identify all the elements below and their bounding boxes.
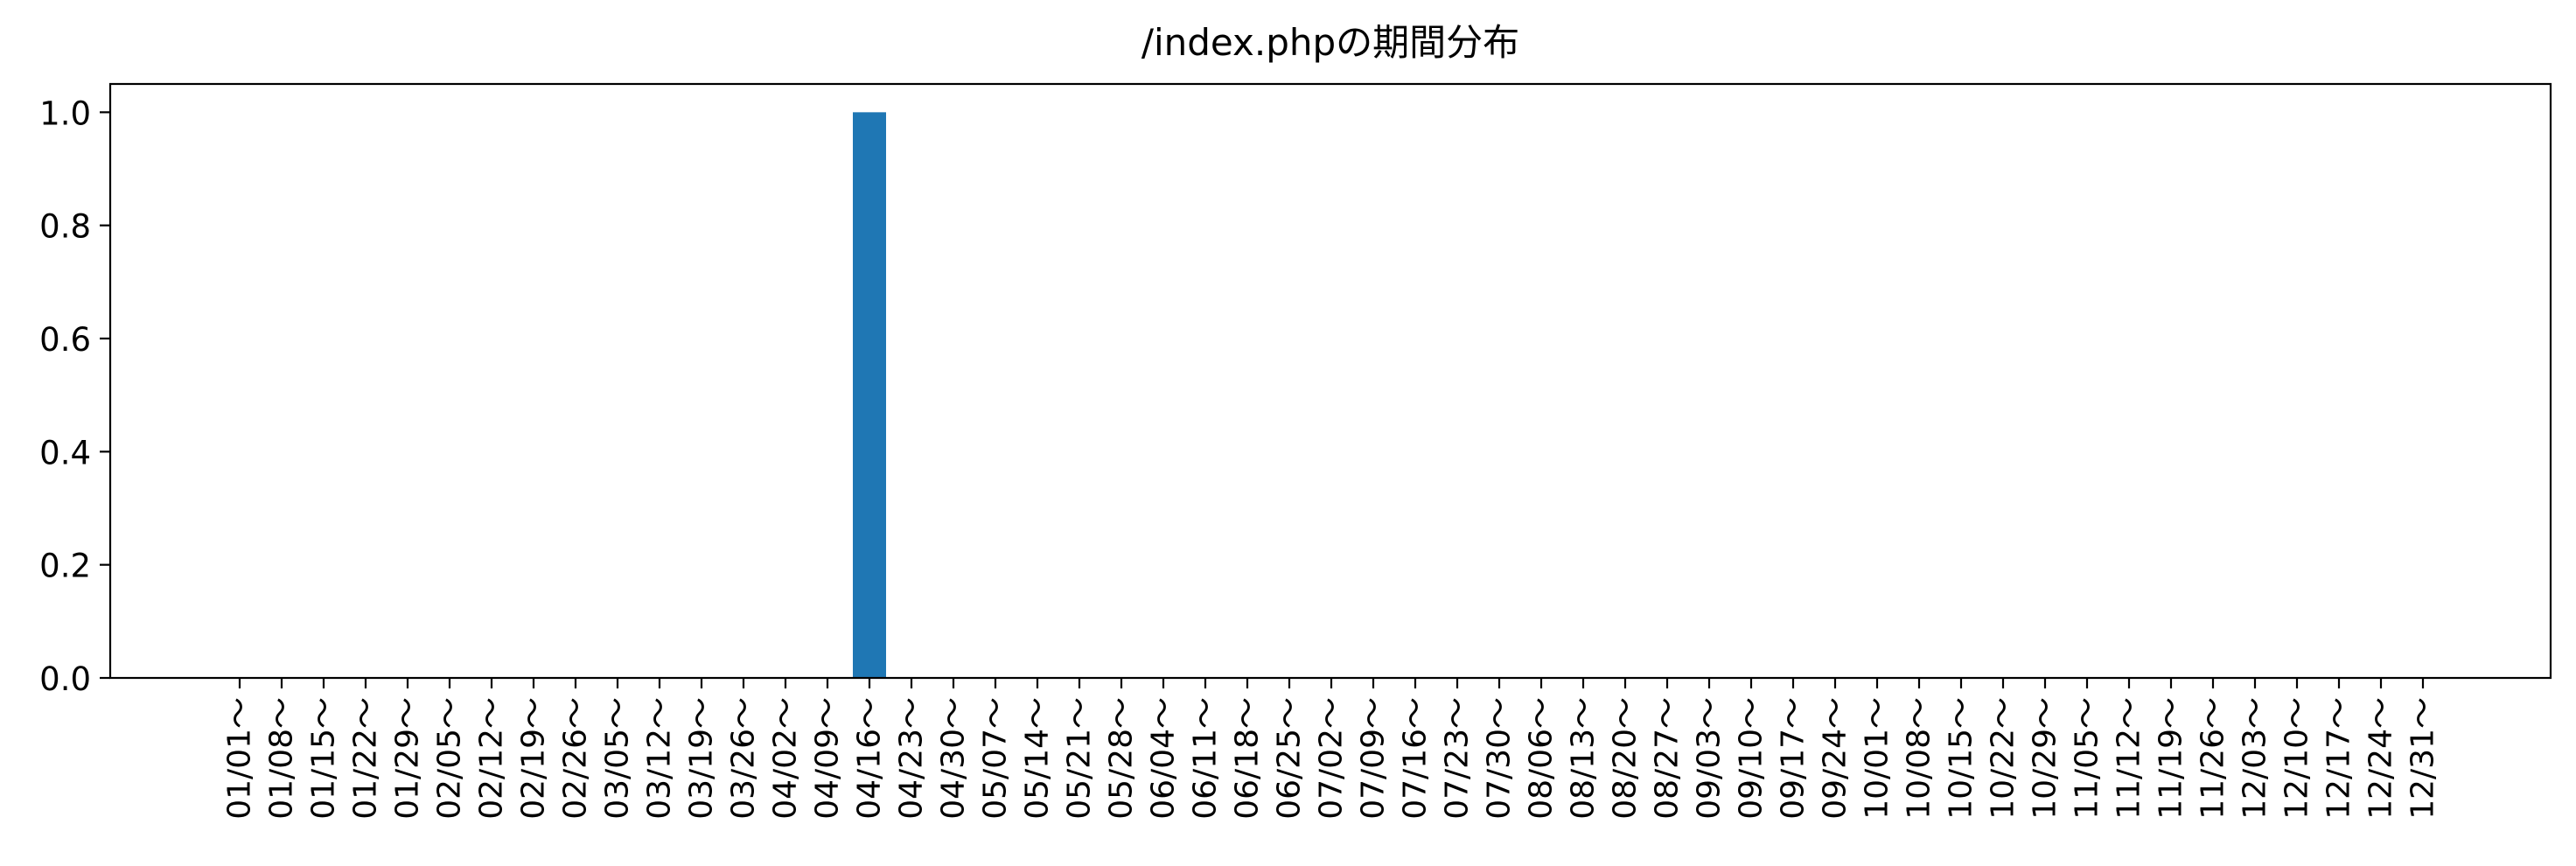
x-tick-label-41: 10/15～ [1944,697,1979,820]
x-tick-label-38: 09/24～ [1818,697,1853,820]
x-tick-label-46: 11/19～ [2154,697,2189,820]
x-tick-label-49: 12/10～ [2279,697,2315,820]
x-tick-label-37: 09/17～ [1776,697,1812,820]
x-tick-label-18: 05/07～ [978,697,1014,820]
x-tick-label-43: 10/29～ [2028,697,2063,820]
x-tick-label-51: 12/24～ [2363,697,2399,820]
x-tick-label-39: 10/01～ [1860,697,1895,820]
x-tick-label-10: 03/12～ [642,697,678,820]
x-tick-label-16: 04/23～ [894,697,930,820]
x-tick-label-32: 08/13～ [1566,697,1602,820]
x-tick-label-31: 08/06～ [1524,697,1560,820]
x-tick-label-11: 03/19～ [684,697,720,820]
y-tick-label-2: 0.4 [39,434,91,471]
y-tick-label-3: 0.6 [39,321,91,359]
x-tick-label-36: 09/10～ [1734,697,1770,820]
x-tick-label-6: 02/12～ [474,697,510,820]
x-tick-label-12: 03/26～ [726,697,762,820]
x-tick-label-47: 11/26～ [2196,697,2231,820]
bar-15 [853,112,886,679]
x-tick-label-35: 09/03～ [1692,697,1728,820]
x-tick-label-2: 01/15～ [306,697,342,820]
x-tick-label-4: 01/29～ [390,697,426,820]
x-tick-label-13: 04/02～ [768,697,804,820]
x-tick-label-15: 04/16～ [852,697,888,820]
x-tick-label-44: 11/05～ [2070,697,2105,820]
x-tick-label-21: 05/28～ [1104,697,1140,820]
x-tick-label-33: 08/20～ [1608,697,1644,820]
x-tick-label-17: 04/30～ [936,697,972,820]
x-tick-label-25: 06/25～ [1272,697,1308,820]
y-tick-label-0: 0.0 [39,660,91,698]
x-tick-label-52: 12/31～ [2405,697,2441,820]
x-tick-label-20: 05/21～ [1062,697,1098,820]
bars-group [853,112,886,679]
x-tick-label-0: 01/01～ [222,697,258,820]
x-tick-label-34: 08/27～ [1650,697,1686,820]
x-tick-label-3: 01/22～ [348,697,384,820]
chart-title: /index.phpの期間分布 [1141,21,1519,64]
x-axis: 01/01～ 01/08～ 01/15～ 01/22～ 01/29～ 02/05～ 02/1… [222,678,2441,820]
x-tick-label-8: 02/26～ [558,697,594,820]
y-tick-label-1: 0.2 [39,548,91,585]
x-tick-label-24: 06/18～ [1230,697,1266,820]
x-tick-label-23: 06/11～ [1188,697,1224,820]
x-tick-label-50: 12/17～ [2321,697,2357,820]
y-tick-label-4: 0.8 [39,208,91,246]
y-tick-label-5: 1.0 [39,94,91,132]
x-tick-label-9: 03/05～ [600,697,636,820]
x-tick-label-19: 05/14～ [1020,697,1056,820]
plot-frame [108,82,2552,680]
x-tick-label-27: 07/09～ [1356,697,1392,820]
x-tick-label-45: 11/12～ [2112,697,2147,820]
x-tick-label-40: 10/08～ [1902,697,1937,820]
x-tick-label-48: 12/03～ [2237,697,2273,820]
x-tick-label-1: 01/08～ [264,697,300,820]
x-tick-label-5: 02/05～ [432,697,468,820]
x-tick-label-30: 07/30～ [1482,697,1518,820]
x-tick-label-29: 07/23～ [1440,697,1476,820]
x-tick-label-14: 04/09～ [810,697,846,820]
x-tick-label-7: 02/19～ [516,697,552,820]
x-tick-label-22: 06/04～ [1146,697,1182,820]
x-tick-label-26: 07/02～ [1314,697,1350,820]
x-tick-label-28: 07/16～ [1398,697,1434,820]
y-axis: 0.0 0.2 0.4 0.6 0.8 1.0 [39,94,110,698]
x-tick-label-42: 10/22～ [1986,697,2021,820]
